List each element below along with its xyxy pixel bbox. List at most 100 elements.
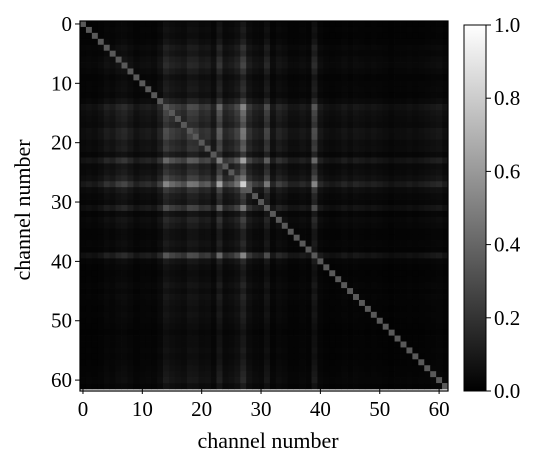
heatmap-cell [299,377,306,384]
heatmap-cell [258,329,265,336]
heatmap-cell [406,222,413,230]
heatmap-cell [139,145,146,152]
heatmap-cell [299,193,306,200]
heatmap-cell [394,80,401,87]
heatmap-cell [400,222,407,230]
heatmap-cell [418,222,425,230]
heatmap-cell [275,234,283,241]
heatmap-cell [121,80,128,87]
heatmap-cell [163,62,170,69]
heatmap-cell [240,371,247,378]
heatmap-cell [287,240,295,247]
heatmap-cell [394,169,401,176]
heatmap-cell [442,383,449,390]
heatmap-cell [115,264,122,271]
heatmap-cell [358,240,366,247]
heatmap-cell [418,234,425,241]
heatmap-cell [97,169,105,176]
heatmap-cell [394,246,401,253]
heatmap-cell [364,323,372,330]
heatmap-cell [163,98,170,105]
heatmap-cell [234,311,241,319]
heatmap-cell [103,193,111,200]
heatmap-cell [341,377,348,384]
heatmap-cell [216,216,223,224]
heatmap-cell [103,353,111,360]
heatmap-cell [246,335,253,342]
heatmap-cell [347,371,354,378]
heatmap-cell [258,44,265,52]
heatmap-cell [382,371,389,378]
heatmap-cell [364,151,372,158]
heatmap-cell [234,305,241,313]
heatmap-cell [418,288,425,295]
heatmap-cell [335,187,342,194]
heatmap-cell [329,246,336,253]
heatmap-cell [275,151,283,158]
heatmap-cell [145,56,152,63]
heatmap-cell [364,92,372,99]
heatmap-cell [269,228,277,236]
heatmap-cell [424,139,431,146]
heatmap-cell [412,323,419,330]
heatmap-cell [252,252,259,259]
heatmap-cell [169,359,176,366]
heatmap-cell [216,127,223,135]
heatmap-cell [97,371,105,378]
heatmap-cell [323,127,330,135]
heatmap-cell [127,50,134,57]
heatmap-cell [210,44,217,52]
heatmap-cell [424,335,431,342]
heatmap-cell [412,62,419,69]
heatmap-cell [388,74,395,81]
heatmap-cell [269,240,277,247]
heatmap-cell [264,193,271,200]
heatmap-cell [127,145,134,152]
heatmap-cell [400,282,407,289]
heatmap-cell [430,329,437,336]
heatmap-cell [180,62,188,69]
heatmap-cell [115,305,122,313]
heatmap-cell [180,252,188,259]
heatmap-cell [364,104,372,111]
heatmap-cell [210,110,217,117]
heatmap-cell [293,311,300,319]
heatmap-cell [382,222,389,230]
heatmap-cell [186,311,194,319]
heatmap-cell [163,44,170,52]
heatmap-cell [192,92,200,99]
heatmap-cell [198,44,205,52]
x-tick-label: 0 [78,397,89,421]
heatmap-cell [139,199,146,206]
heatmap-cell [358,169,366,176]
heatmap-cell [139,323,146,330]
heatmap-cell [246,169,253,176]
heatmap-cell [222,26,229,34]
heatmap-cell [323,276,330,283]
heatmap-cell [305,365,312,372]
heatmap-cell [329,193,336,200]
heatmap-cell [222,80,229,87]
heatmap-cell [412,56,419,63]
heatmap-cell [335,157,342,164]
heatmap-cell [323,193,330,200]
heatmap-cell [216,311,223,319]
heatmap-cell [234,329,241,336]
heatmap-cell [240,163,247,170]
heatmap-cell [127,38,134,46]
heatmap-cell [353,163,360,170]
heatmap-cell [281,56,289,63]
heatmap-cell [341,205,348,212]
heatmap-cell [347,163,354,170]
heatmap-cell [341,383,348,390]
heatmap-cell [198,222,205,230]
heatmap-cell [139,311,146,319]
heatmap-cell [269,163,277,170]
heatmap-cell [335,205,342,212]
heatmap-cell [323,335,330,342]
heatmap-cell [252,50,259,57]
heatmap-cell [353,145,360,152]
heatmap-cell [287,86,295,93]
heatmap-cell [204,199,211,206]
heatmap-cell [424,371,431,378]
